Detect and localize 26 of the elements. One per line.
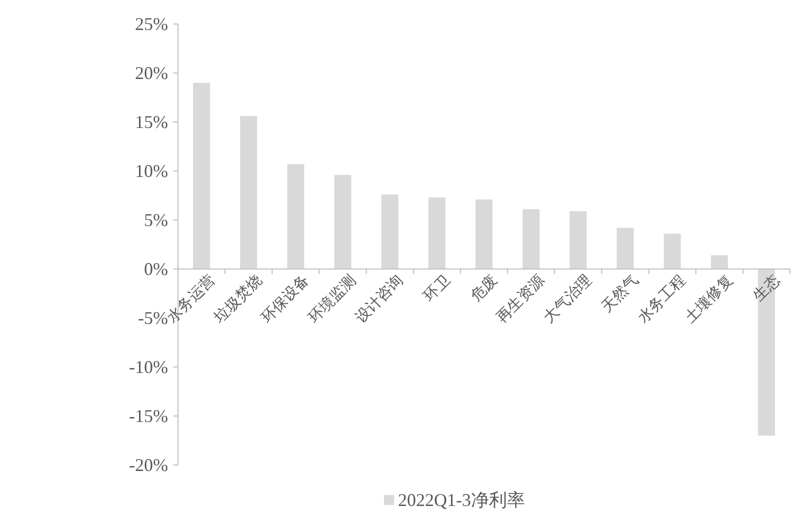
bar xyxy=(570,211,587,269)
y-tick-label: -15% xyxy=(129,406,168,426)
y-tick-label: 10% xyxy=(135,161,168,181)
bar xyxy=(476,199,492,269)
bar xyxy=(428,197,446,269)
x-tick-label: 生态 xyxy=(750,272,784,306)
bar xyxy=(381,194,398,269)
y-tick-label: -20% xyxy=(129,455,168,475)
bar xyxy=(334,174,352,269)
y-tick-label: 5% xyxy=(144,210,168,230)
bar xyxy=(522,209,540,269)
x-tick-label: 危废 xyxy=(468,272,501,306)
x-tick-label: 环卫 xyxy=(421,272,454,306)
bar xyxy=(710,255,728,269)
y-tick-label: -5% xyxy=(138,308,168,328)
y-tick-label: 20% xyxy=(135,63,168,83)
legend: 2022Q1-3净利率 xyxy=(384,490,525,510)
bar xyxy=(193,82,210,269)
y-tick-label: 15% xyxy=(135,112,168,132)
y-tick-label: 0% xyxy=(144,259,168,279)
bar xyxy=(287,164,304,269)
bar xyxy=(616,228,634,269)
bar xyxy=(240,116,258,269)
bar xyxy=(664,234,681,269)
y-tick-label: 25% xyxy=(135,14,168,34)
y-tick-label: -10% xyxy=(129,357,168,377)
